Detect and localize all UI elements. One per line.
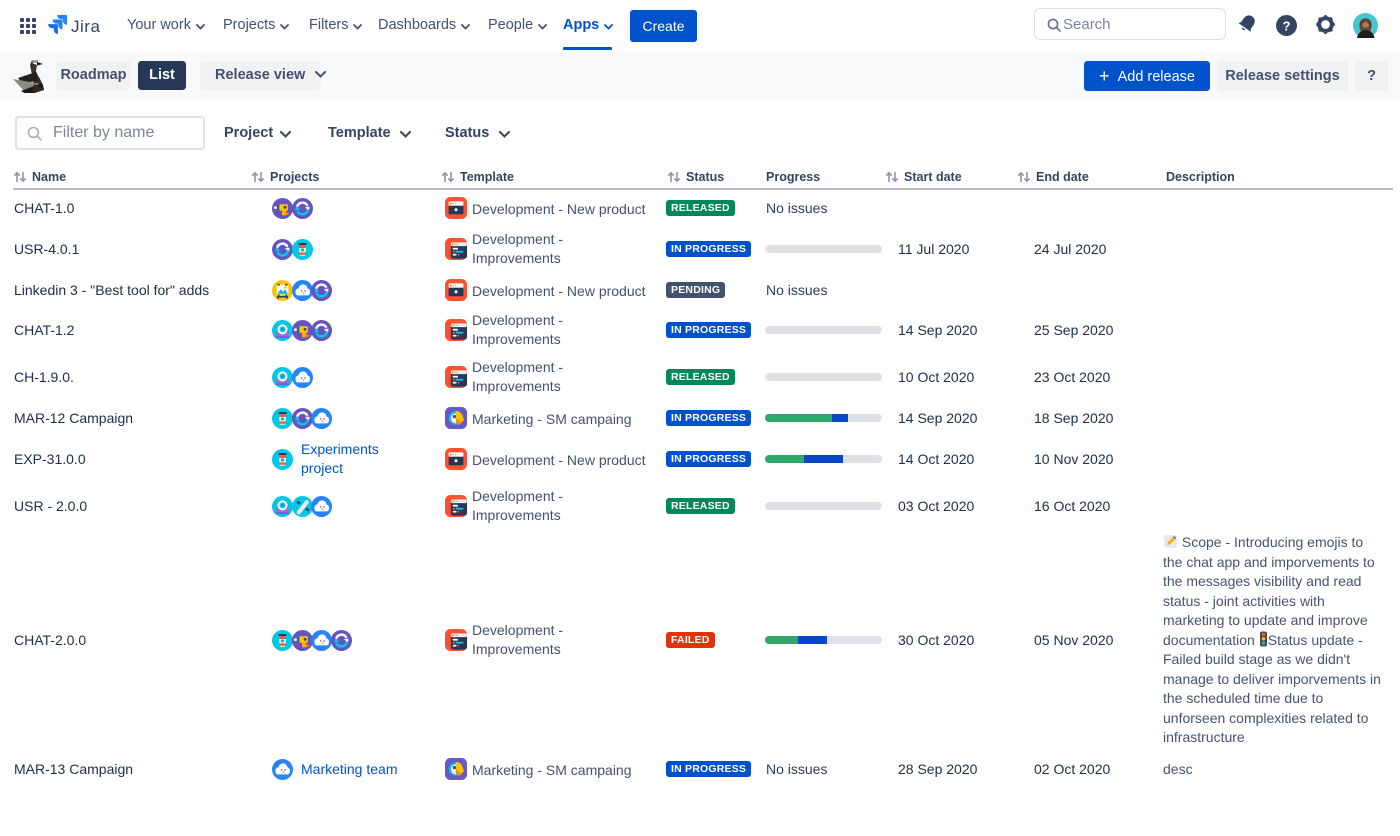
svg-text:?: ? (1283, 18, 1291, 33)
